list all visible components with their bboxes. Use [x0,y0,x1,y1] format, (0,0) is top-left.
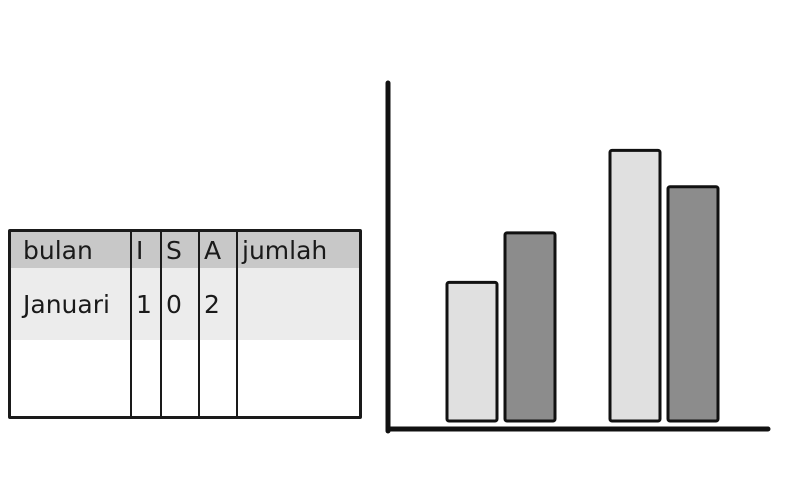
column-header-bulan: bulan [23,235,93,265]
bar-group2-series1 [608,148,662,423]
cell-jumlah [236,268,359,340]
bar-group2-series2 [666,185,720,423]
column-header-s: S [160,232,199,268]
cell-s: 0 [160,268,199,340]
bar-chart-svg [385,80,771,434]
bar-group1-series1 [445,280,499,423]
column-header-jumlah: jumlah [236,232,359,268]
data-table: bulan I S A jumlah Januari 1 0 2 [8,229,362,419]
table-header-row: bulan I S A jumlah [11,232,359,268]
table-row: Januari 1 0 2 [11,268,359,340]
cell-i: 1 [130,268,161,340]
bar-group [445,148,720,423]
cell-a: 2 [198,268,237,340]
cell-bulan: Januari [23,289,110,319]
column-header-a: A [198,232,237,268]
column-header-i: I [130,232,161,268]
data-table-grid: bulan I S A jumlah Januari 1 0 2 [11,232,359,416]
table-row-empty [11,340,359,416]
bar-group1-series2 [503,231,557,423]
bar-chart [380,75,775,440]
